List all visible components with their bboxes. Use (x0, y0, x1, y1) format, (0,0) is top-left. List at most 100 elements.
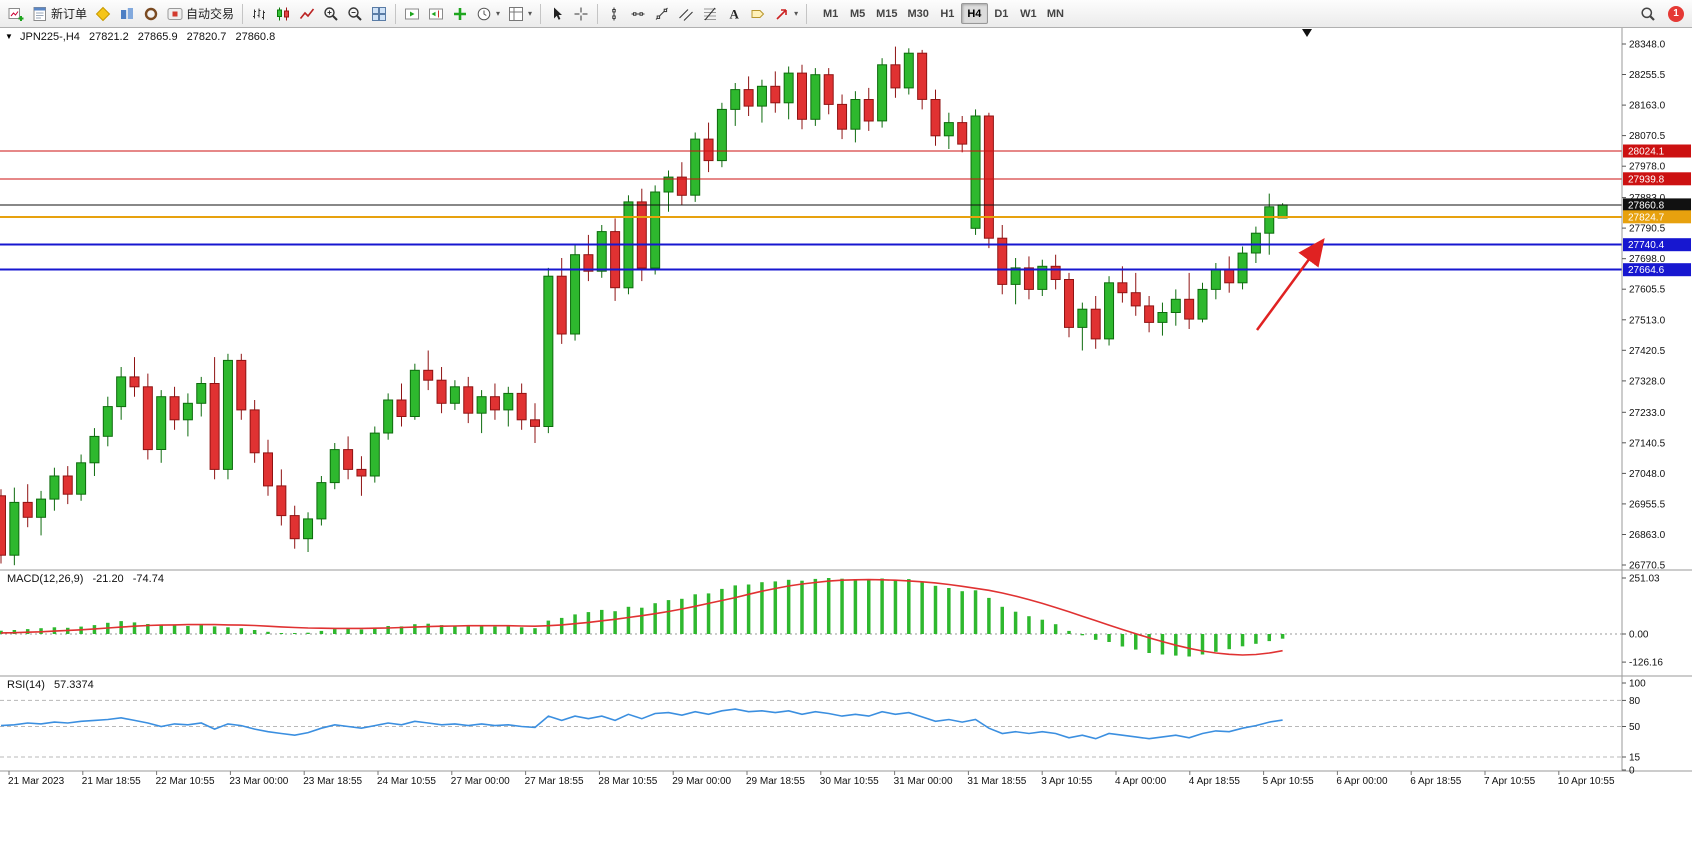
indicators-button[interactable] (448, 3, 472, 25)
candle (142, 373, 153, 460)
candle (997, 225, 1008, 295)
price-axis-label: 28070.5 (1629, 131, 1666, 142)
timeframe-m30-button[interactable]: M30 (907, 7, 929, 20)
trend-arrow[interactable] (1255, 237, 1325, 331)
fibonacci-button[interactable] (698, 3, 722, 25)
timeframe-w1-button[interactable]: W1 (1020, 7, 1037, 20)
timeframe-m5-button[interactable]: M5 (849, 7, 866, 20)
price-axis-label: 26770.5 (1629, 561, 1666, 572)
text-button[interactable]: A (722, 3, 746, 25)
candle (583, 234, 594, 282)
channel-button[interactable] (674, 3, 698, 25)
toolbar-separator (395, 3, 397, 24)
line-chart-icon (299, 8, 315, 19)
candle (476, 390, 487, 434)
candle (343, 436, 354, 480)
market-button[interactable] (115, 3, 139, 25)
candle (743, 76, 754, 116)
autotrade-icon (167, 7, 183, 20)
new-order-button[interactable]: 新订单 (28, 3, 91, 25)
candle (9, 487, 20, 566)
macd-axis-label: 251.03 (1629, 574, 1660, 585)
candle (983, 112, 994, 249)
timeframe-d1-button[interactable]: D1 (994, 7, 1009, 20)
candle (356, 456, 367, 496)
cursor-button[interactable] (545, 3, 569, 25)
notification-badge[interactable]: 1 (1668, 5, 1684, 22)
tile-windows-button[interactable] (367, 3, 391, 25)
toolbar: 新订单 自动交易 ▾ ▾ A ▾ M1 M5 M15 M30 H1 H4 D1 W1 MN (0, 0, 1692, 28)
market-icon (121, 7, 134, 19)
price-axis-label: 28163.0 (1629, 101, 1666, 112)
time-axis-label: 29 Mar 18:55 (746, 776, 805, 787)
timeframe-h4-button[interactable]: H4 (960, 3, 988, 24)
community-button[interactable] (139, 3, 163, 25)
periods-button[interactable]: ▾ (472, 3, 504, 25)
candle (1197, 282, 1208, 323)
price-axis-label: 27140.5 (1629, 438, 1666, 449)
candle (289, 505, 300, 549)
text-icon: A (730, 6, 740, 21)
candle (1237, 246, 1248, 290)
candle (610, 218, 621, 301)
crosshair-icon (574, 7, 588, 20)
candle (797, 64, 807, 130)
price-tag: 27664.6 (1623, 263, 1691, 277)
candle (1130, 272, 1141, 316)
rsi-axis-label: 100 (1629, 679, 1646, 690)
vertical-line-button[interactable] (602, 3, 626, 25)
horizontal-line-button[interactable] (626, 3, 650, 25)
candle (690, 132, 701, 202)
timeframe-mn-button[interactable]: MN (1046, 7, 1064, 20)
candle (756, 79, 767, 123)
label-button[interactable] (746, 3, 770, 25)
toolbar-separator (806, 3, 808, 24)
candlestick-icon (277, 7, 290, 20)
search-button[interactable] (1636, 3, 1660, 25)
rsi-axis-label: 50 (1629, 722, 1641, 733)
trendline-button[interactable] (650, 3, 674, 25)
metaeditor-button[interactable] (91, 3, 115, 25)
zoom-in-button[interactable] (319, 3, 343, 25)
candle (89, 428, 100, 476)
toolbar-separator (540, 3, 542, 24)
legend-collapse-icon[interactable]: ▼ (5, 32, 13, 41)
price-axis-label: 27048.0 (1629, 469, 1666, 480)
new-chart-button[interactable] (4, 3, 28, 25)
zoom-out-button[interactable] (343, 3, 367, 25)
channel-icon (679, 8, 693, 21)
bar-chart-button[interactable] (247, 3, 271, 25)
autotrade-button[interactable]: 自动交易 (163, 3, 238, 25)
time-axis-label: 21 Mar 2023 (8, 776, 65, 787)
line-chart-button[interactable] (295, 3, 319, 25)
rsi-line (0, 708, 1283, 740)
arrows-icon (776, 8, 787, 20)
svg-text:27664.6: 27664.6 (1628, 265, 1665, 276)
timeframe-m1-button[interactable]: M1 (822, 7, 839, 20)
new-order-label: 新订单 (51, 7, 88, 21)
auto-scroll-button[interactable] (400, 3, 424, 25)
timeframe-h1-button[interactable]: H1 (940, 7, 955, 20)
candle (0, 489, 6, 564)
cursor-icon (554, 7, 563, 20)
label-icon (751, 9, 765, 18)
candle (249, 400, 260, 463)
candle (716, 102, 727, 168)
candlestick-button[interactable] (271, 3, 295, 25)
price-axis-label: 27233.0 (1629, 408, 1666, 419)
candle (1210, 263, 1221, 300)
templates-button[interactable]: ▾ (504, 3, 536, 25)
chart-shift-button[interactable] (424, 3, 448, 25)
arrows-button[interactable]: ▾ (770, 3, 802, 25)
zoom-out-icon (348, 6, 362, 21)
rsi-name: RSI(14) (7, 679, 45, 691)
timeframe-m15-button[interactable]: M15 (876, 7, 898, 20)
candle (570, 244, 581, 341)
candle (409, 363, 420, 420)
candle (676, 162, 687, 206)
svg-text:A: A (730, 6, 740, 21)
price-tag: 27740.4 (1623, 238, 1691, 252)
price-tag: 27939.8 (1623, 172, 1691, 186)
crosshair-button[interactable] (569, 3, 593, 25)
